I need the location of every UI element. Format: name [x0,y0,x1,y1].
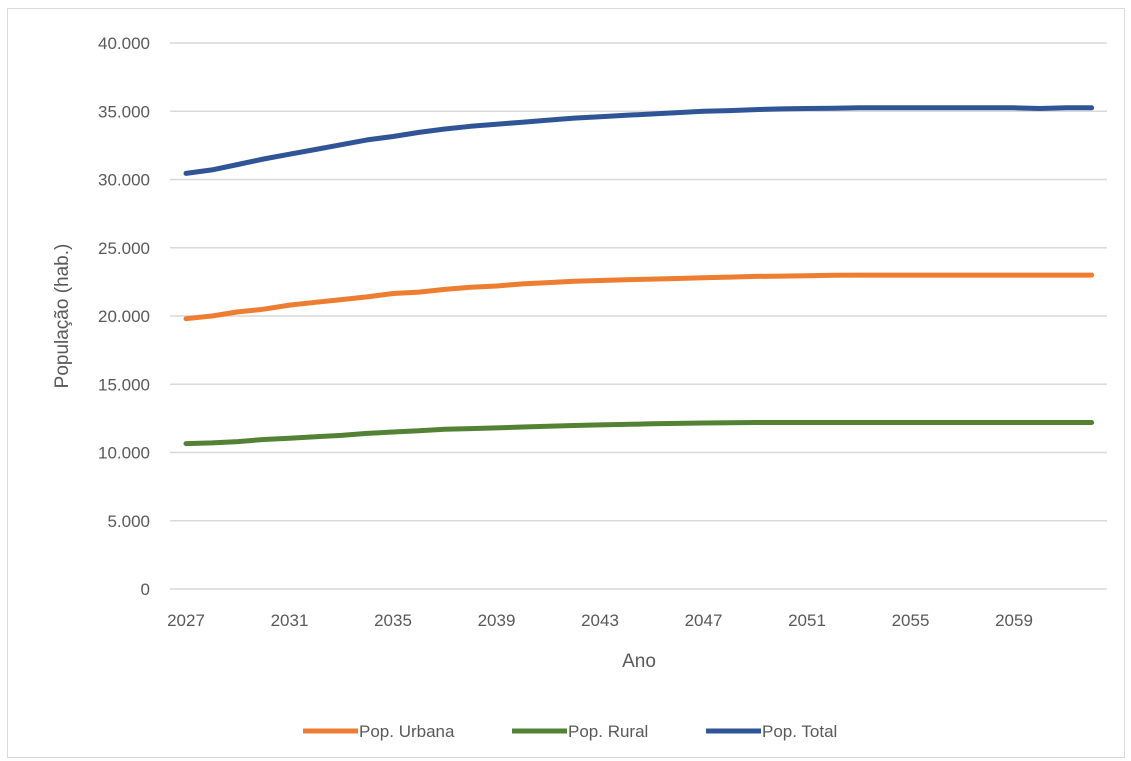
legend-label: Pop. Rural [568,722,648,741]
x-tick-label: 2031 [271,611,309,630]
x-tick-label: 2055 [892,611,930,630]
y-tick-label: 10.000 [98,444,150,463]
chart-frame [7,8,1125,758]
y-tick-label: 40.000 [98,34,150,53]
x-tick-label: 2059 [995,611,1033,630]
y-axis-title: População (hab.) [52,244,73,389]
gridlines [170,42,1107,590]
legend: Pop. Urbana Pop. Rural Pop. Total [303,722,837,741]
x-axis-ticks: 2027 2031 2035 2039 2043 2047 2051 2055 2059 [167,611,1033,630]
y-tick-label: 30.000 [98,171,150,190]
y-tick-label: 25.000 [98,239,150,258]
y-tick-label: 0 [141,580,150,599]
x-tick-label: 2047 [685,611,723,630]
x-tick-label: 2027 [167,611,205,630]
x-tick-label: 2035 [374,611,412,630]
x-tick-label: 2039 [478,611,516,630]
legend-label: Pop. Urbana [359,722,455,741]
y-tick-label: 35.000 [98,102,150,121]
y-tick-label: 20.000 [98,307,150,326]
series-lines [183,105,1095,447]
legend-label: Pop. Total [762,722,837,741]
x-tick-label: 2051 [788,611,826,630]
x-axis-title: Ano [622,651,656,672]
series-line-pop-urbana [183,272,1095,322]
series-line-pop-total [183,105,1095,176]
series-line-pop-rural [183,420,1095,447]
y-tick-label: 15.000 [98,375,150,394]
x-tick-label: 2043 [581,611,619,630]
y-axis-ticks: 0 5.000 10.000 15.000 20.000 25.000 30.000 35.0… [98,34,150,599]
y-tick-label: 5.000 [107,512,150,531]
